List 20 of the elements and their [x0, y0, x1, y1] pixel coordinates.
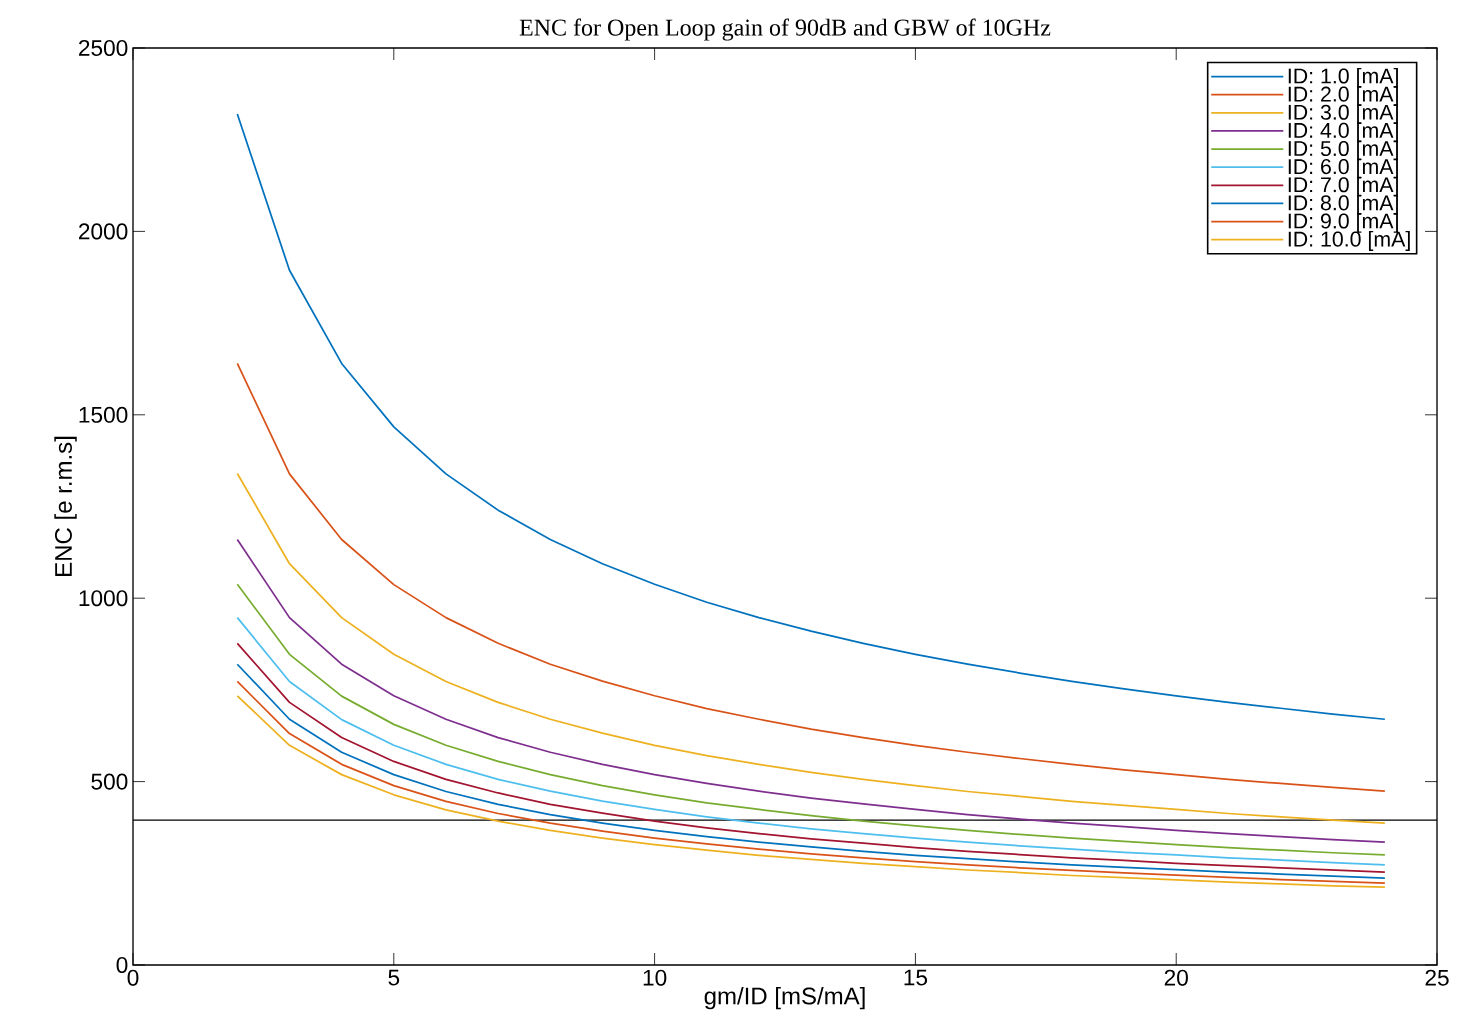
y-axis-title: ENC [e r.m.s] [54, 436, 77, 576]
line-series [236, 583, 1386, 856]
y-tick-label: 2500 [79, 39, 128, 57]
x-tick-label: 15 [904, 969, 928, 986]
chart-title: ENC for Open Loop gain of 90dB and GBW of 10GHz [519, 18, 1051, 41]
y-tick-label: 500 [91, 773, 128, 790]
y-tick-label: 2000 [79, 223, 128, 240]
line-series [236, 362, 1386, 792]
x-tick-label: 5 [388, 969, 400, 986]
y-tick-label: 1000 [79, 590, 128, 607]
y-tick-label: 0 [116, 956, 128, 974]
x-tick-label: 0 [127, 969, 139, 986]
line-series [236, 538, 1386, 843]
line-series [236, 472, 1386, 824]
x-axis-title: gm/ID [mS/mA] [704, 986, 865, 1010]
legend-label: ID: 10.0 [mA] [1288, 231, 1410, 251]
y-tick-label: 1500 [79, 406, 128, 423]
x-tick-label: 25 [1425, 969, 1449, 986]
x-tick-label: 20 [1164, 969, 1188, 986]
x-tick-label: 10 [643, 969, 667, 986]
